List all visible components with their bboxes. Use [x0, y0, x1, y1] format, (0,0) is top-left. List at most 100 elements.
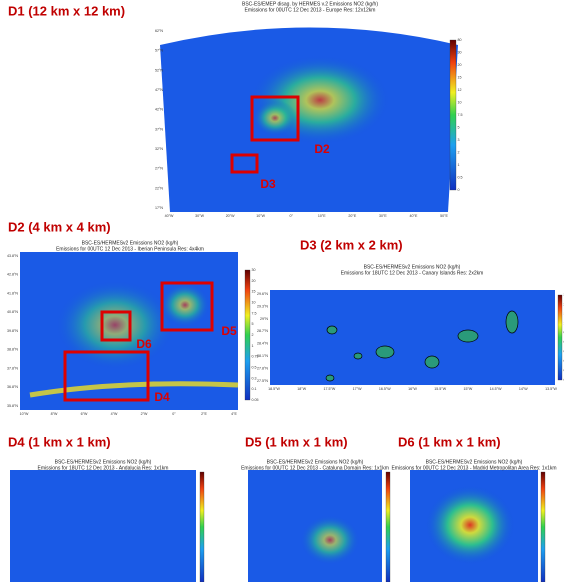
map-title: Emissions for 00UTC 12 Dec 2013 - Europe…	[245, 7, 376, 13]
lon-label: 30°W	[195, 214, 204, 218]
colorbar-label: 15	[458, 75, 462, 79]
lon-label: 2°E	[201, 412, 207, 416]
lon-label: 10°E	[318, 214, 326, 218]
lat-label: 52°N	[155, 68, 163, 72]
lat-label: 47°N	[155, 88, 163, 92]
figure: D1 (12 km x 12 km)BSC-ES/EMEP disag. by …	[0, 0, 564, 582]
lat-label: 28.4°N	[257, 342, 268, 346]
lat-label: 29.3°N	[257, 304, 268, 308]
lat-label: 22°N	[155, 186, 163, 190]
subdomain-label: D4	[154, 390, 170, 404]
colorbar-label: 5	[458, 125, 460, 129]
panel-label: D2 (4 km x 4 km)	[8, 219, 111, 234]
panel-label: D3 (2 km x 2 km)	[300, 237, 403, 252]
subdomain-label: D2	[314, 142, 330, 156]
lon-label: 8°W	[51, 412, 58, 416]
colorbar-label: 10	[252, 300, 256, 304]
colorbar	[541, 472, 545, 582]
lat-label: 42°N	[155, 108, 163, 112]
lon-label: 4°E	[231, 412, 237, 416]
colorbar-label: 0.05	[252, 398, 259, 402]
map-title: Emissions for 00UTC 12 Dec 2013 - Catalu…	[241, 465, 389, 471]
lon-label: 20°E	[348, 214, 356, 218]
colorbar	[245, 270, 250, 400]
lon-label: 40°E	[410, 214, 418, 218]
colorbar-label: 2	[252, 333, 254, 337]
lat-label: 62°N	[155, 29, 163, 33]
colorbar-label: 20	[252, 279, 256, 283]
map-d3	[270, 290, 555, 385]
lon-label: 13.5°W	[545, 387, 557, 391]
lon-label: 17°W	[353, 387, 362, 391]
colorbar	[450, 40, 456, 190]
lon-label: 18°W	[297, 387, 306, 391]
colorbar-label: 5	[252, 322, 254, 326]
panel-label: D4 (1 km x 1 km)	[8, 434, 111, 449]
lon-label: 0°	[172, 412, 176, 416]
lat-label: 37.8°N	[7, 366, 18, 370]
lat-label: 29.6°N	[257, 292, 268, 296]
lon-label: 10°W	[256, 214, 265, 218]
map-d4	[10, 470, 196, 582]
colorbar-label: 7.5	[252, 311, 257, 315]
colorbar-label: 0	[458, 188, 460, 192]
lon-label: 2°W	[141, 412, 148, 416]
lat-label: 42.8°N	[7, 273, 18, 277]
lon-label: 16°W	[408, 387, 417, 391]
lon-label: 20°W	[226, 214, 235, 218]
lat-label: 38.8°N	[7, 348, 18, 352]
lon-label: 14.5°W	[490, 387, 502, 391]
lon-label: 0°	[290, 214, 294, 218]
lat-label: 57°N	[155, 49, 163, 53]
lat-label: 27.5°N	[257, 379, 268, 383]
colorbar-label: 3	[458, 138, 460, 142]
lat-label: 36.8°N	[7, 385, 18, 389]
lat-label: 39.8°N	[7, 329, 18, 333]
colorbar-label: 15	[252, 290, 256, 294]
lon-label: 10°W	[20, 412, 29, 416]
colorbar-label: 1	[458, 163, 460, 167]
colorbar-label: 12	[458, 88, 462, 92]
lon-label: 17.5°W	[323, 387, 335, 391]
colorbar-label: 20	[458, 63, 462, 67]
colorbar-label: 0.1	[252, 387, 257, 391]
lat-label: 27°N	[155, 167, 163, 171]
subdomain-label: D5	[221, 324, 237, 338]
map-title: Emissions for 00UTC 12 Dec 2013 - Iberia…	[56, 246, 204, 252]
lon-label: 50°E	[440, 214, 448, 218]
emission-area	[55, 280, 175, 370]
emission-area	[253, 100, 297, 136]
lon-label: 30°E	[379, 214, 387, 218]
colorbar	[200, 472, 204, 582]
lat-label: 28.1°N	[257, 354, 268, 358]
lon-label: 14°W	[519, 387, 528, 391]
lat-label: 17°N	[155, 206, 163, 210]
lon-label: 40°W	[165, 214, 174, 218]
lat-label: 40.8°N	[7, 310, 18, 314]
lat-label: 37°N	[155, 127, 163, 131]
colorbar-label: 80	[458, 38, 462, 42]
lat-label: 35.8°N	[7, 404, 18, 408]
colorbar-label: 7.5	[458, 113, 463, 117]
lat-label: 29°N	[260, 317, 268, 321]
lon-label: 15.5°W	[434, 387, 446, 391]
colorbar-label: 2	[458, 150, 460, 154]
colorbar-label: 10	[458, 100, 462, 104]
lat-label: 32°N	[155, 147, 163, 151]
emission-area	[160, 283, 210, 327]
colorbar-label: 30	[252, 268, 256, 272]
lon-label: 18.5°W	[268, 387, 280, 391]
colorbar-label: 30	[458, 50, 462, 54]
lat-label: 43.8°N	[7, 254, 18, 258]
lon-label: 15°W	[463, 387, 472, 391]
lat-label: 27.8°N	[257, 367, 268, 371]
colorbar-label: 1	[252, 344, 254, 348]
panel-label: D5 (1 km x 1 km)	[245, 434, 348, 449]
map-title: Emissions for 18UTC 12 Dec 2013 - Canary…	[341, 270, 484, 276]
lat-label: 28.7°N	[257, 329, 268, 333]
emission-area	[425, 485, 515, 565]
subdomain-label: D3	[260, 177, 276, 191]
colorbar-label: 0.3	[252, 376, 257, 380]
colorbar-label: 0.5	[252, 365, 257, 369]
emission-area	[300, 515, 360, 565]
